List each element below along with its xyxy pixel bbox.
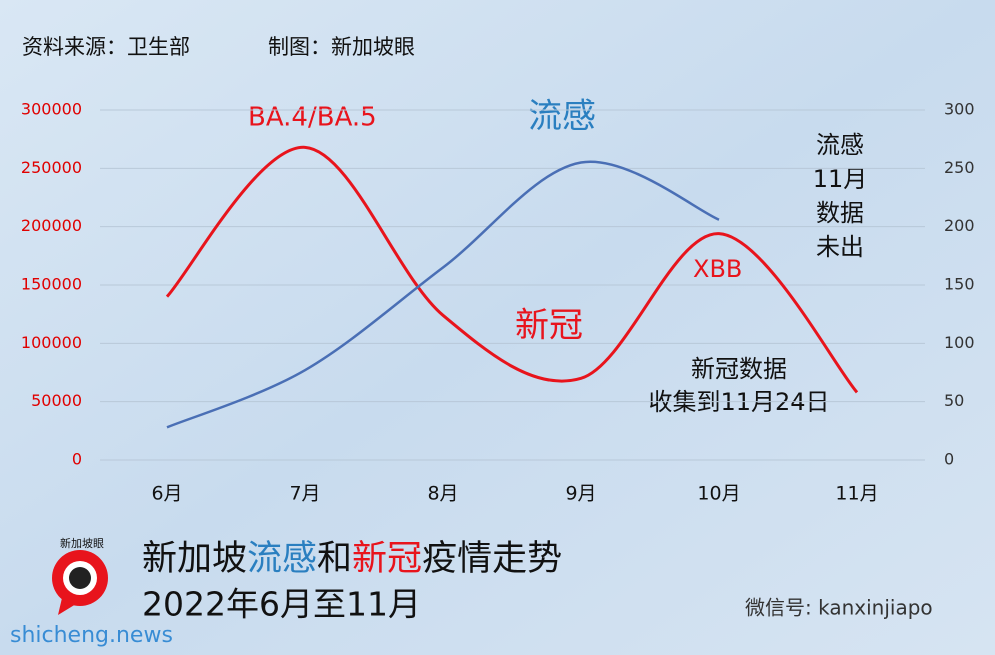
logo-text: 新加坡眼	[60, 536, 104, 550]
y-tick-label: 50000	[31, 391, 82, 410]
source-note: 资料来源：卫生部	[22, 35, 190, 59]
chart-title: 新加坡流感和新冠疫情走势	[142, 539, 562, 579]
note-line: 数据	[816, 199, 864, 227]
watermark: shicheng.news	[10, 623, 173, 648]
y2-tick-label: 200	[944, 216, 975, 235]
y-tick-label: 150000	[21, 275, 82, 294]
logo: 新加坡眼	[52, 536, 108, 615]
annotation: BA.4/BA.5	[248, 103, 377, 133]
wechat-id: 微信号: kanxinjiapo	[745, 596, 933, 620]
note-line: 新冠数据	[691, 355, 787, 383]
series-label: 新冠	[515, 306, 583, 346]
x-tick-label: 9月	[565, 483, 596, 505]
series-line	[166, 160, 720, 429]
x-tick-label: 6月	[151, 483, 182, 505]
title-part: 新加坡	[142, 539, 247, 579]
y-tick-label: 0	[72, 450, 82, 469]
x-tick-label: 10月	[697, 483, 740, 505]
note-line: 未出	[816, 233, 864, 261]
series-label: 流感	[528, 97, 596, 137]
y2-tick-label: 300	[944, 100, 975, 119]
y-tick-label: 300000	[21, 100, 82, 119]
y-tick-label: 250000	[21, 158, 82, 177]
note-line: 11月	[813, 165, 868, 193]
y2-tick-label: 250	[944, 158, 975, 177]
y2-tick-label: 50	[944, 391, 964, 410]
y-tick-label: 200000	[21, 216, 82, 235]
chart-subtitle: 2022年6月至11月	[142, 585, 421, 624]
title-part: 和	[317, 539, 352, 579]
x-tick-label: 8月	[427, 483, 458, 505]
x-tick-label: 7月	[289, 483, 320, 505]
title-part: 流感	[247, 539, 317, 579]
y-tick-label: 100000	[21, 333, 82, 352]
annotation: XBB	[693, 255, 742, 283]
y2-tick-label: 100	[944, 333, 975, 352]
title-part: 疫情走势	[422, 539, 562, 579]
y2-tick-label: 0	[944, 450, 954, 469]
series-line	[165, 145, 859, 394]
note-line: 流感	[816, 131, 864, 159]
y2-tick-label: 150	[944, 275, 975, 294]
title-part: 新冠	[352, 539, 422, 579]
credit-note: 制图：新加坡眼	[268, 35, 415, 59]
x-tick-label: 11月	[835, 483, 878, 505]
